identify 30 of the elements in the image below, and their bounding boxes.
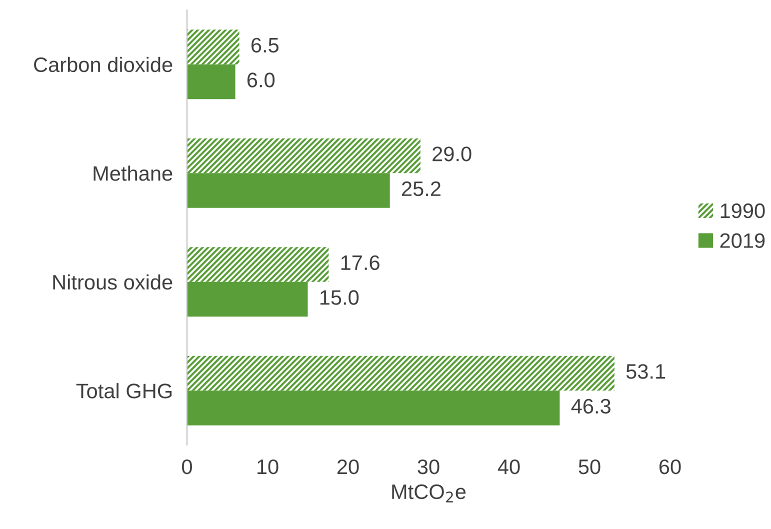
legend-label: 2019 [720, 233, 765, 248]
y-tick-label: Total GHG [76, 383, 172, 398]
x-tick-label: 40 [498, 459, 520, 474]
data-label: 6.5 [251, 38, 279, 53]
data-label: 25.2 [402, 181, 440, 196]
bar [187, 173, 390, 208]
y-tick-label: Carbon dioxide [34, 56, 172, 72]
bar [187, 356, 614, 391]
x-tick-label: 0 [182, 459, 192, 474]
bar [187, 138, 420, 174]
data-label: 6.0 [247, 72, 275, 88]
data-label: 29.0 [432, 146, 472, 162]
bar [187, 30, 240, 64]
bar [187, 390, 560, 426]
x-tick-label: 10 [258, 459, 278, 474]
data-label: 15.0 [320, 290, 359, 305]
x-axis-title: MtCO$_{2}$e [392, 484, 466, 502]
data-label: 17.6 [341, 255, 380, 270]
legend-label: 1990 [720, 203, 765, 218]
data-label: 53.1 [626, 364, 666, 379]
x-tick-label: 60 [659, 459, 681, 474]
data-label: 46.3 [571, 398, 610, 414]
bar [187, 282, 308, 317]
x-tick-label: 50 [578, 459, 600, 474]
y-tick-label: Nitrous oxide [53, 274, 172, 290]
bar [187, 247, 329, 282]
bar [187, 64, 236, 100]
y-tick-label: Methane [94, 166, 172, 181]
x-tick-label: 20 [337, 459, 359, 474]
x-tick-label: 30 [418, 459, 440, 474]
